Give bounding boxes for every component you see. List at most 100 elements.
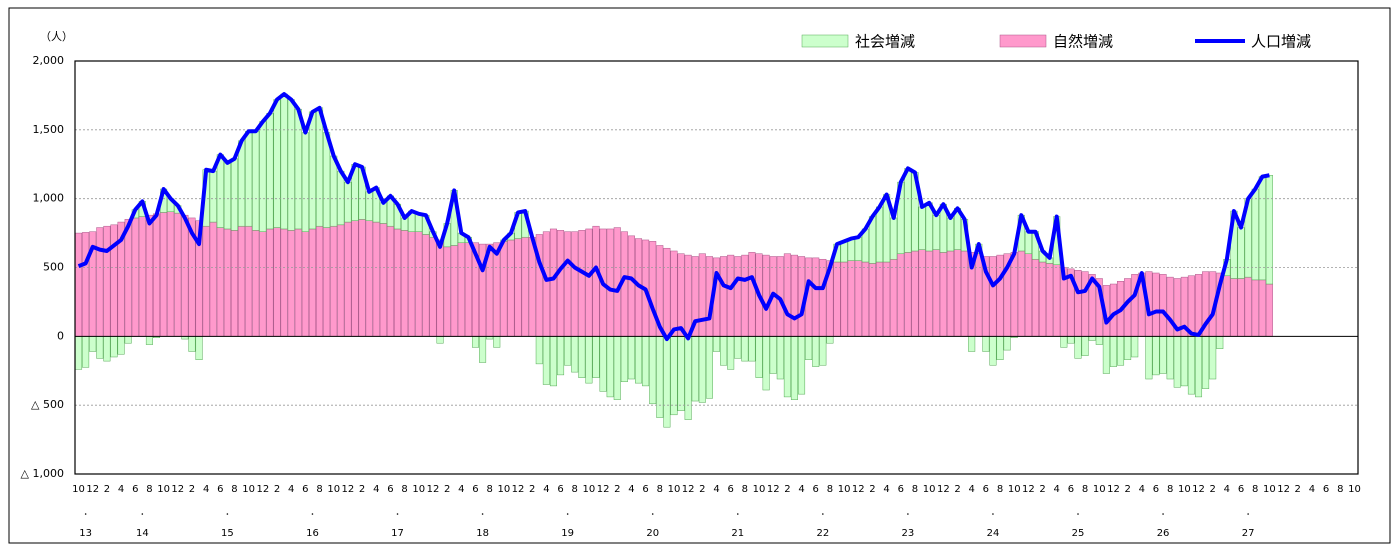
bar (578, 230, 586, 337)
bar (890, 258, 898, 337)
bar (216, 154, 224, 228)
x-tick-label: 4 (288, 484, 294, 495)
bar (273, 227, 281, 337)
bar (245, 130, 253, 227)
x-tick-label: 12 (682, 484, 695, 495)
x-group-label: 19 (561, 528, 574, 539)
bar (627, 336, 635, 380)
x-tick-label: 4 (543, 484, 549, 495)
bar (1017, 250, 1025, 337)
bar (1053, 264, 1061, 337)
bar (783, 336, 791, 398)
bar (443, 246, 451, 337)
bar (457, 242, 465, 337)
bar (323, 227, 331, 337)
x-tick-label: 4 (798, 484, 804, 495)
bar (847, 238, 855, 261)
x-tick-label: 4 (203, 484, 209, 495)
bar (1067, 336, 1075, 344)
y-tick-label: 0 (57, 329, 64, 342)
x-group-label: 15 (221, 528, 234, 539)
bar (564, 231, 572, 337)
bar (160, 212, 168, 337)
bar (287, 230, 295, 337)
x-tick-label: 10 (412, 484, 425, 495)
bar (82, 336, 90, 368)
bar (110, 336, 118, 358)
x-tick-label: 8 (912, 484, 918, 495)
group-dot (396, 513, 399, 515)
x-tick-label: 12 (1277, 484, 1290, 495)
x-group-label: 13 (79, 528, 92, 539)
bar (223, 228, 231, 337)
bar (819, 258, 827, 337)
bar (1024, 253, 1032, 337)
bar (1216, 336, 1224, 349)
bar (1010, 252, 1018, 337)
bar (627, 235, 635, 337)
x-tick-label: 8 (1337, 484, 1343, 495)
x-tick-label: 2 (189, 484, 195, 495)
group-dot (992, 513, 994, 515)
bar (266, 113, 274, 230)
bar (209, 221, 217, 337)
bar (1209, 336, 1217, 380)
x-tick-label: 2 (1124, 484, 1130, 495)
bar (1237, 227, 1245, 279)
x-group-label: 21 (731, 528, 744, 539)
x-tick-label: 10 (838, 484, 851, 495)
x-tick-label: 2 (1210, 484, 1216, 495)
bar (266, 228, 274, 337)
x-group-label: 16 (306, 528, 319, 539)
x-tick-label: 10 (72, 484, 85, 495)
x-tick-label: 6 (557, 484, 563, 495)
bar (464, 242, 472, 337)
bar (564, 336, 572, 366)
x-tick-label: 4 (628, 484, 634, 495)
x-tick-label: 4 (968, 484, 974, 495)
bar (599, 336, 607, 392)
bar (82, 232, 90, 337)
bar (294, 228, 302, 337)
bar (720, 256, 728, 337)
x-tick-label: 8 (997, 484, 1003, 495)
bar (238, 225, 246, 337)
bar (1166, 276, 1174, 337)
bar (316, 225, 324, 337)
bar (677, 336, 685, 411)
bar (642, 336, 650, 387)
bar (259, 121, 267, 232)
bar (216, 227, 224, 337)
x-tick-label: 2 (784, 484, 790, 495)
bar (769, 336, 777, 374)
x-tick-label: 10 (668, 484, 681, 495)
x-group-label: 22 (816, 528, 829, 539)
group-dot (1162, 513, 1164, 515)
legend-label: 人口増減 (1251, 33, 1311, 51)
bar (202, 225, 210, 337)
x-tick-label: 8 (572, 484, 578, 495)
bar (790, 336, 798, 400)
x-tick-label: 6 (132, 484, 138, 495)
bar (549, 228, 557, 337)
bar (840, 261, 848, 337)
bar (1152, 272, 1160, 337)
x-tick-label: 10 (157, 484, 170, 495)
legend-label: 社会増減 (855, 33, 915, 51)
x-group-label: 23 (902, 528, 915, 539)
bar (571, 231, 579, 337)
bar (337, 170, 345, 226)
x-group-label: 26 (1157, 528, 1170, 539)
bar (904, 252, 912, 337)
group-dot (1247, 513, 1249, 515)
chart-frame (8, 7, 1391, 544)
bar (96, 227, 104, 337)
y-tick-label: △ 1,000 (21, 467, 64, 480)
bar (1223, 275, 1231, 337)
x-tick-label: 12 (597, 484, 610, 495)
bar (344, 181, 352, 223)
bar (1244, 276, 1252, 337)
group-dot (226, 513, 229, 515)
x-tick-label: 12 (512, 484, 525, 495)
x-group-label: 24 (987, 528, 1000, 539)
